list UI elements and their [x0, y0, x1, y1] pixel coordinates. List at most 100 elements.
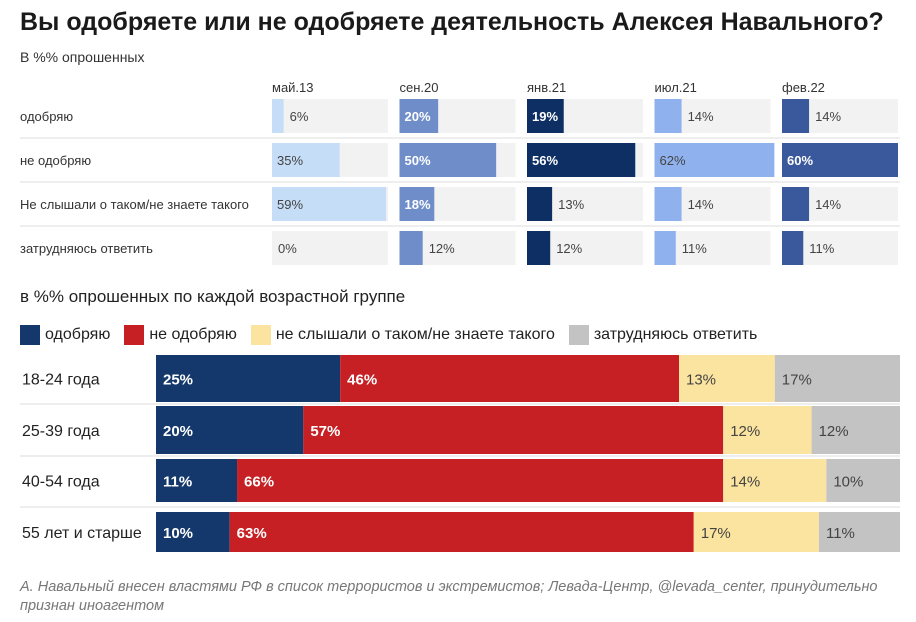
- bar-сен-20-2: [399, 187, 435, 221]
- segment-label: 25%: [163, 372, 193, 389]
- period-label: фев.22: [782, 80, 825, 95]
- bar-фев-22-1: [782, 143, 898, 177]
- bar-янв-21-3: [527, 231, 551, 265]
- bar-label: 12%: [556, 241, 582, 256]
- segment-не-одобряю: [237, 459, 724, 502]
- bar-май-13-0: [272, 99, 284, 133]
- bar-track: [272, 99, 388, 133]
- category-label-не-слышали-о-таком-не-знаете-такого: Не слышали о таком/не знаете такого: [20, 197, 249, 212]
- legend-item-disapprove: не одобряю: [124, 325, 237, 345]
- bar-label: 56%: [532, 153, 558, 168]
- legend-label-not-heard: не слышали о таком/не знаете такого: [275, 326, 555, 343]
- bar-label: 14%: [815, 109, 841, 124]
- segment-label: 13%: [686, 372, 716, 389]
- period-label: янв.21: [527, 80, 566, 95]
- age-group-label: 40-54 года: [22, 474, 100, 491]
- segment-не-одобряю: [303, 406, 724, 454]
- segment-label: 12%: [819, 423, 849, 440]
- category-label-не-одобряю: не одобряю: [20, 153, 91, 168]
- segment-одобряю: [156, 512, 230, 552]
- segment-label: 20%: [163, 423, 193, 440]
- segment-label: 57%: [310, 423, 340, 440]
- segment-затрудняюсь-ответить: [811, 406, 900, 454]
- bar-сен-20-3: [399, 231, 423, 265]
- bar-label: 14%: [815, 197, 841, 212]
- category-label-одобряю: одобряю: [20, 109, 73, 124]
- age-group-label: 18-24 года: [22, 372, 100, 389]
- bar-label: 11%: [682, 241, 707, 256]
- bar-label: 12%: [429, 241, 455, 256]
- legend: одобряю не одобряю не слышали о таком/не…: [20, 324, 771, 346]
- segment-одобряю: [156, 355, 341, 402]
- small-multiples-chart: одобряю не одобряю Не слышали о таком/не з…: [20, 80, 900, 265]
- category-label-затрудняюсь-ответить: затрудняюсь ответить: [20, 241, 153, 256]
- segment-label: 12%: [730, 423, 760, 440]
- segment-одобряю: [156, 459, 238, 502]
- segment-не-слышали-о-таком-не-знаете-такого: [723, 459, 827, 502]
- chart2-subtitle: в %% опрошенных по каждой возрастной гру…: [20, 287, 406, 306]
- legend-swatch-disapprove: [124, 325, 145, 345]
- bar-сен-20-1: [399, 143, 497, 177]
- segment-label: 66%: [244, 474, 274, 491]
- bar-label: 60%: [787, 153, 813, 168]
- bar-май-13-2: [272, 187, 387, 221]
- bar-фев-22-0: [782, 99, 810, 133]
- bar-label: 62%: [660, 153, 686, 168]
- bar-label: 50%: [405, 153, 431, 168]
- segment-label: 17%: [701, 525, 731, 542]
- bar-label: 14%: [688, 109, 714, 124]
- age-group-label: 25-39 года: [22, 423, 100, 440]
- segment-не-одобряю: [340, 355, 680, 402]
- stacked-bar-chart: 18-24 года 25% 46% 13% 17% 25-39 года 20% 57% 12…: [20, 355, 900, 552]
- bar-янв-21-2: [527, 187, 553, 221]
- legend-item-approve: одобряю: [20, 325, 110, 345]
- bar-янв-21-1: [527, 143, 636, 177]
- bar-label: 0%: [278, 241, 297, 256]
- bar-label: 35%: [277, 153, 303, 168]
- source-note: А. Навальный внесен властями РФ в список…: [20, 579, 878, 614]
- bar-label: 6%: [290, 109, 309, 124]
- segment-затрудняюсь-ответить: [774, 355, 900, 402]
- segment-затрудняюсь-ответить: [818, 512, 900, 552]
- segment-одобряю: [156, 406, 304, 454]
- bar-май-13-1: [272, 143, 340, 177]
- period-label: май.13: [272, 80, 314, 95]
- segment-label: 11%: [163, 474, 192, 491]
- chart-title: Вы одобряете или не одобряете деятельнос…: [20, 8, 884, 36]
- bar-июл-21-2: [654, 187, 682, 221]
- bar-фев-22-3: [782, 231, 804, 265]
- legend-label-disapprove: не одобряю: [149, 326, 237, 343]
- bar-label: 59%: [277, 197, 303, 212]
- bar-label: 13%: [558, 197, 584, 212]
- segment-label: 46%: [347, 372, 377, 389]
- period-label: июл.21: [655, 80, 697, 95]
- bar-track: [272, 231, 388, 265]
- segment-не-одобряю: [229, 512, 694, 552]
- segment-label: 10%: [833, 474, 863, 491]
- bar-янв-21-0: [527, 99, 564, 133]
- legend-swatch-approve: [20, 325, 40, 345]
- legend-swatch-undecided: [568, 325, 589, 345]
- legend-swatch-not-heard: [250, 325, 271, 345]
- bar-label: 14%: [688, 197, 714, 212]
- bar-июл-21-3: [654, 231, 676, 265]
- segment-не-слышали-о-таком-не-знаете-такого: [693, 512, 819, 552]
- legend-item-undecided: затрудняюсь ответить: [568, 325, 758, 345]
- bar-июл-21-0: [654, 99, 682, 133]
- age-group-label: 55 лет и старше: [22, 525, 142, 542]
- bar-label: 18%: [405, 197, 431, 212]
- segment-label: 11%: [826, 525, 855, 542]
- segment-затрудняюсь-ответить: [826, 459, 900, 502]
- bar-label: 11%: [809, 241, 834, 256]
- segment-label: 14%: [730, 474, 760, 491]
- bar-label: 20%: [405, 109, 431, 124]
- chart1-subtitle: В %% опрошенных: [20, 49, 145, 65]
- legend-label-undecided: затрудняюсь ответить: [593, 326, 758, 343]
- period-label: сен.20: [400, 80, 439, 95]
- bar-label: 19%: [532, 109, 558, 124]
- segment-не-слышали-о-таком-не-знаете-такого: [723, 406, 812, 454]
- bar-июл-21-1: [654, 143, 775, 177]
- segment-label: 63%: [237, 525, 267, 542]
- legend-item-not-heard: не слышали о таком/не знаете такого: [250, 325, 555, 345]
- segment-label: 10%: [163, 525, 193, 542]
